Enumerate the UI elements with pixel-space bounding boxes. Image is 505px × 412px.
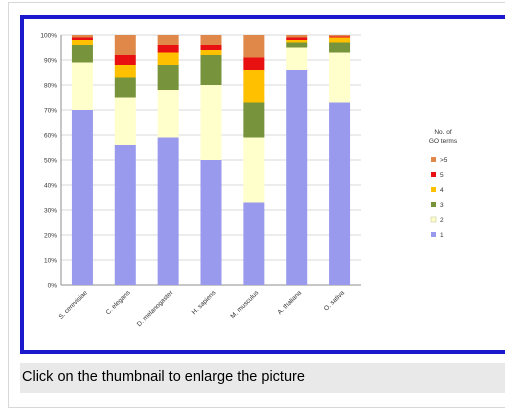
x-tick-label: M. musculus (230, 289, 261, 320)
y-tick-label: 20% (44, 233, 57, 240)
legend-label: 2 (440, 217, 444, 224)
caption-text: Click on the thumbnail to enlarge the pi… (22, 369, 305, 385)
legend-swatch (431, 202, 436, 207)
x-tick-label: O. sativa (323, 289, 346, 312)
bar-segment-2 (243, 137, 265, 203)
bar-segment-5 (157, 45, 179, 53)
bar-segment-3 (243, 102, 265, 138)
bar-segment-4 (157, 52, 179, 65)
bar-segment-4 (114, 65, 136, 78)
x-tick-label: D. melanogaster (136, 289, 175, 328)
bar-segment-5 (71, 37, 93, 40)
legend-swatch (431, 157, 436, 162)
legend-label: >5 (440, 157, 448, 164)
bar-segment-5 (114, 55, 136, 65)
x-tick-label: A. thaliana (276, 289, 303, 316)
bar-segment-2 (114, 97, 136, 145)
bar-segment-3 (114, 77, 136, 98)
legend-swatch (431, 172, 436, 177)
x-tick-label: S. cerevisiae (58, 289, 90, 321)
bar-segment-2 (157, 90, 179, 138)
stacked-bar-chart: 0% 10% 20% 30% 40% 50% 60% 70% 80% 90% 100% S. cere… (40, 33, 458, 329)
bar-segment-gt5 (286, 35, 308, 38)
bar-segment-gt5 (200, 35, 222, 45)
bar-segment-5 (329, 36, 351, 38)
bar-segment-1 (71, 110, 93, 285)
bar-segment-gt5 (71, 35, 93, 38)
bar-segment-gt5 (114, 35, 136, 55)
bar-segment-1 (157, 137, 179, 285)
bar-segment-4 (71, 40, 93, 45)
bar-segment-3 (157, 65, 179, 90)
y-tick-label: 10% (44, 258, 57, 265)
bar-segment-gt5 (157, 35, 179, 45)
legend-label: 3 (440, 202, 444, 209)
y-tick-label: 70% (44, 108, 57, 115)
legend-title: No. of (434, 129, 452, 136)
y-tick-label: 100% (40, 33, 57, 40)
y-tick-label: 40% (44, 183, 57, 190)
bar-segment-2 (71, 62, 93, 110)
bar-segment-4 (200, 50, 222, 55)
bar-segment-1 (200, 160, 222, 285)
bar-segment-1 (243, 202, 265, 285)
bar-segment-1 (286, 70, 308, 285)
y-tick-label: 90% (44, 58, 57, 65)
legend-swatch (431, 187, 436, 192)
caption-bar: Click on the thumbnail to enlarge the pi… (20, 363, 505, 393)
bar-segment-3 (71, 45, 93, 63)
bar-segment-5 (200, 45, 222, 50)
bar-segment-1 (329, 102, 351, 285)
legend-label: 4 (440, 187, 444, 194)
x-tick-label: H. sapiens (191, 289, 218, 316)
chart-thumbnail[interactable]: 0% 10% 20% 30% 40% 50% 60% 70% 80% 90% 100% S. cere… (20, 15, 505, 354)
legend-swatch (431, 232, 436, 237)
bar-segment-2 (286, 47, 308, 70)
bar-segment-2 (200, 85, 222, 160)
bar-segment-3 (329, 42, 351, 53)
y-tick-label: 80% (44, 83, 57, 90)
bar-segment-4 (243, 70, 265, 103)
bar-segment-5 (243, 57, 265, 70)
bar-segment-3 (286, 42, 308, 48)
bar-segment-3 (200, 55, 222, 85)
y-tick-label: 0% (48, 283, 58, 290)
bar-segment-gt5 (329, 35, 351, 37)
legend-swatch (430, 216, 437, 223)
y-tick-label: 50% (44, 158, 57, 165)
legend-label: 1 (440, 232, 444, 239)
y-tick-label: 30% (44, 208, 57, 215)
bar-segment-5 (286, 37, 308, 40)
bar-segment-gt5 (243, 35, 265, 58)
bar-segment-4 (329, 37, 351, 43)
y-tick-label: 60% (44, 133, 57, 140)
legend-label: 5 (440, 172, 444, 179)
bar-segment-1 (114, 145, 136, 285)
legend-title: GO terms (429, 138, 458, 145)
x-tick-label: C. elegans (105, 289, 132, 316)
bar-segment-2 (329, 52, 351, 103)
bar-segment-4 (286, 40, 308, 43)
